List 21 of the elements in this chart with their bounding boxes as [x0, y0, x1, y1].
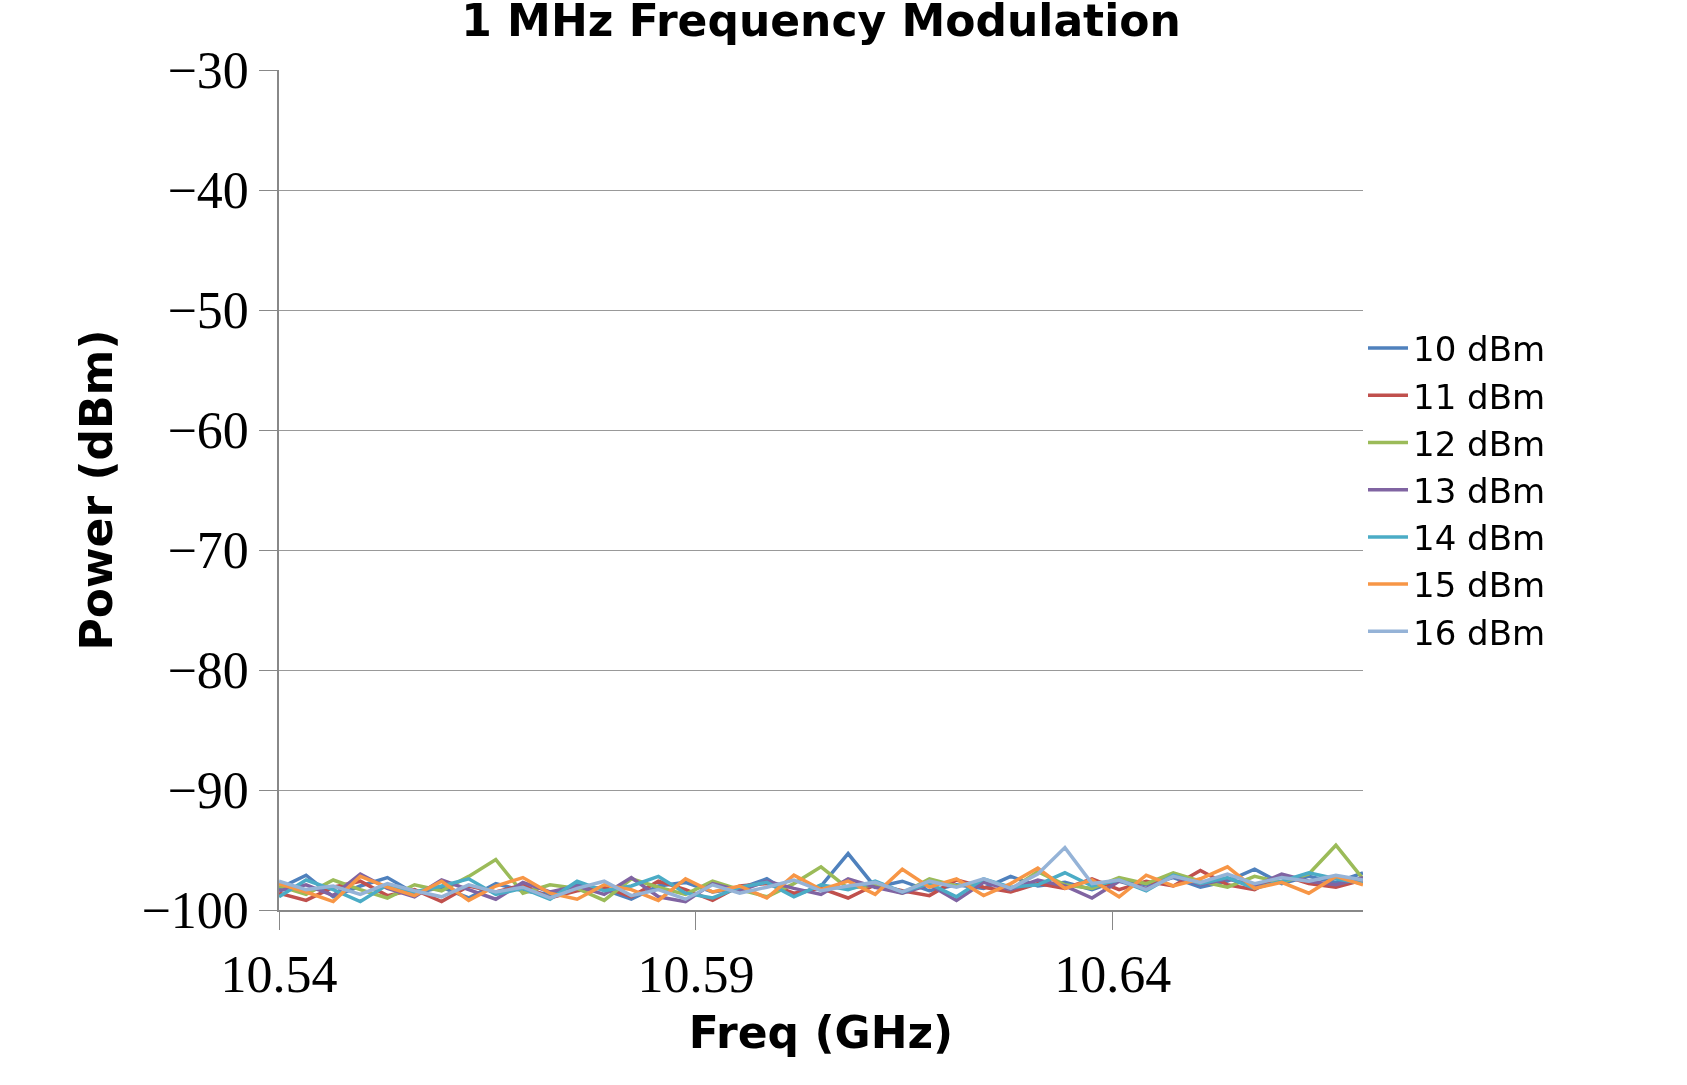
legend-label: 13 dBm: [1413, 470, 1546, 511]
chart-title: 1 MHz Frequency Modulation: [461, 0, 1181, 47]
y-tick-label: −40: [167, 162, 249, 220]
y-tick-label: −30: [167, 42, 249, 100]
y-tick-label: −70: [167, 522, 249, 580]
y-tick-label: −60: [167, 402, 249, 460]
x-axis-title: Freq (GHz): [688, 1006, 954, 1058]
y-tick-label: −80: [167, 642, 249, 700]
legend-label: 11 dBm: [1413, 376, 1546, 417]
legend-label: 14 dBm: [1413, 518, 1546, 559]
legend-label: 15 dBm: [1413, 565, 1546, 606]
x-tick-label: 10.64: [1054, 946, 1172, 1004]
x-tick-label: 10.59: [637, 946, 755, 1004]
legend-label: 12 dBm: [1413, 423, 1546, 464]
legend-label: 10 dBm: [1413, 329, 1546, 370]
y-tick-label: −50: [167, 282, 249, 340]
y-axis-title: Power (dBm): [71, 329, 123, 651]
x-tick-label: 10.54: [220, 946, 338, 1004]
y-tick-label: −90: [167, 762, 249, 820]
legend-label: 16 dBm: [1413, 612, 1546, 653]
y-tick-label: −100: [141, 882, 249, 940]
